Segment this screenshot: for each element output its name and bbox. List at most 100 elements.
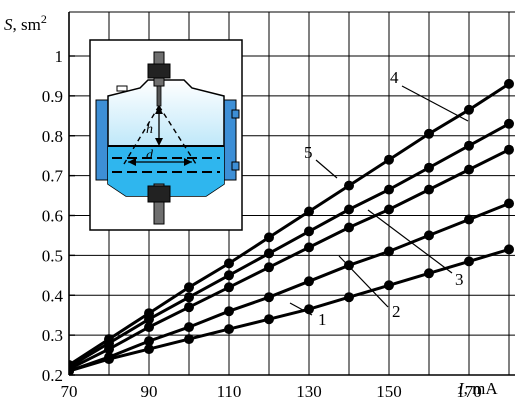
data-point-series-5 bbox=[384, 154, 394, 165]
bottom-holder bbox=[147, 185, 171, 203]
data-point-series-2 bbox=[104, 352, 114, 363]
data-point-series-3 bbox=[264, 262, 274, 273]
small-fitting bbox=[116, 85, 128, 92]
curve-label-2: 2 bbox=[392, 302, 401, 321]
curve-label-4: 4 bbox=[390, 68, 399, 87]
h-arrowheads bbox=[155, 106, 163, 146]
data-point-series-4 bbox=[504, 118, 514, 129]
data-point-series-5 bbox=[144, 308, 154, 319]
x-tick-label: 150 bbox=[376, 382, 402, 400]
curve-leader-1 bbox=[289, 302, 313, 316]
data-point-series-5 bbox=[344, 180, 354, 191]
data-point-series-1 bbox=[224, 324, 234, 335]
data-point-series-3 bbox=[384, 204, 394, 215]
data-point-series-2 bbox=[304, 276, 314, 287]
data-point-series-5 bbox=[464, 104, 474, 115]
data-point-series-1 bbox=[184, 334, 194, 345]
curve-label-1: 1 bbox=[318, 310, 327, 329]
curve-leader-4 bbox=[401, 85, 469, 122]
x-tick-label: 110 bbox=[217, 382, 242, 400]
data-point-series-3 bbox=[424, 184, 434, 195]
curve-leader-5 bbox=[315, 159, 338, 179]
curve-label-5: 5 bbox=[304, 143, 313, 162]
y-tick-label: 0.7 bbox=[42, 167, 64, 186]
y-tick-label: 0.5 bbox=[42, 246, 63, 265]
data-point-series-1 bbox=[464, 256, 474, 267]
data-point-series-1 bbox=[344, 292, 354, 303]
data-point-series-5 bbox=[424, 128, 434, 139]
data-point-series-5 bbox=[224, 258, 234, 269]
series-line-5 bbox=[69, 82, 510, 367]
data-point-series-3 bbox=[184, 302, 194, 313]
data-point-series-4 bbox=[344, 204, 354, 215]
curve-leader-2 bbox=[338, 255, 389, 308]
data-point-series-2 bbox=[264, 292, 274, 303]
curve-leader-3 bbox=[367, 209, 453, 274]
discharge-cone bbox=[123, 105, 197, 165]
y-tick-label: 0.4 bbox=[42, 286, 64, 305]
top-holder bbox=[147, 63, 171, 79]
y-axis-title: S, sm2 bbox=[4, 12, 47, 34]
data-point-series-3 bbox=[464, 164, 474, 175]
data-point-series-3 bbox=[144, 322, 154, 333]
series-line-1 bbox=[69, 247, 510, 373]
y-tick-label: 0.8 bbox=[42, 127, 63, 146]
d-arrowheads bbox=[128, 158, 192, 166]
data-point-series-2 bbox=[144, 336, 154, 347]
x-axis-title: I, mA bbox=[457, 379, 498, 398]
x-tick-label: 70 bbox=[61, 382, 78, 400]
right-port-top bbox=[231, 109, 240, 119]
y-tick-label: 0.6 bbox=[42, 207, 63, 226]
data-point-series-1 bbox=[264, 314, 274, 325]
h-label: h bbox=[146, 122, 153, 137]
y-tick-label: 0.9 bbox=[42, 87, 63, 106]
data-point-series-1 bbox=[424, 268, 434, 279]
y-tick-label: 0.2 bbox=[42, 366, 63, 385]
x-tick-label: 130 bbox=[296, 382, 322, 400]
data-point-series-4 bbox=[464, 140, 474, 151]
data-point-series-5 bbox=[184, 282, 194, 293]
data-point-series-3 bbox=[344, 222, 354, 233]
data-point-series-5 bbox=[304, 206, 314, 217]
series-line-3 bbox=[69, 148, 510, 371]
d-label: d bbox=[146, 148, 154, 163]
data-point-series-4 bbox=[424, 162, 434, 173]
series-line-4 bbox=[69, 122, 510, 369]
curve-label-3: 3 bbox=[455, 270, 464, 289]
series-lines bbox=[69, 82, 510, 373]
data-point-series-1 bbox=[504, 244, 514, 255]
curve-labels: 1 2 3 4 5 bbox=[289, 68, 469, 329]
data-point-series-2 bbox=[504, 198, 514, 209]
axes bbox=[68, 11, 515, 376]
data-point-series-2 bbox=[184, 322, 194, 333]
data-point-series-2 bbox=[344, 260, 354, 271]
data-point-series-5 bbox=[104, 334, 114, 345]
data-point-series-3 bbox=[224, 282, 234, 293]
data-point-series-1 bbox=[144, 344, 154, 355]
data-point-series-2 bbox=[224, 306, 234, 317]
data-point-series-3 bbox=[304, 242, 314, 253]
data-point-series-5 bbox=[69, 360, 74, 370]
data-point-series-1 bbox=[384, 280, 394, 291]
data-point-series-2 bbox=[424, 230, 434, 241]
data-point-series-3 bbox=[504, 144, 514, 155]
data-point-series-4 bbox=[384, 184, 394, 195]
data-point-series-5 bbox=[264, 232, 274, 243]
data-point-series-5 bbox=[504, 78, 514, 89]
bottom-rod bbox=[153, 183, 165, 225]
data-point-series-4 bbox=[264, 248, 274, 259]
data-point-series-2 bbox=[464, 214, 474, 225]
inset-diagram: h d bbox=[89, 39, 243, 231]
data-point-series-4 bbox=[304, 226, 314, 237]
data-point-series-4 bbox=[224, 270, 234, 281]
y-tick-label: 0.3 bbox=[42, 326, 63, 345]
top-needle bbox=[156, 85, 162, 107]
x-tick-label: 90 bbox=[141, 382, 158, 400]
data-points bbox=[69, 78, 514, 375]
tick-labels: 70 90 110 130 150 170 0.2 0.3 0.4 0.5 0.6 0.7 0.8 0.9… bbox=[42, 47, 482, 400]
data-point-series-4 bbox=[184, 292, 194, 303]
x-tick-label: 170 bbox=[456, 382, 482, 400]
data-point-series-2 bbox=[384, 246, 394, 257]
series-line-2 bbox=[69, 202, 510, 373]
